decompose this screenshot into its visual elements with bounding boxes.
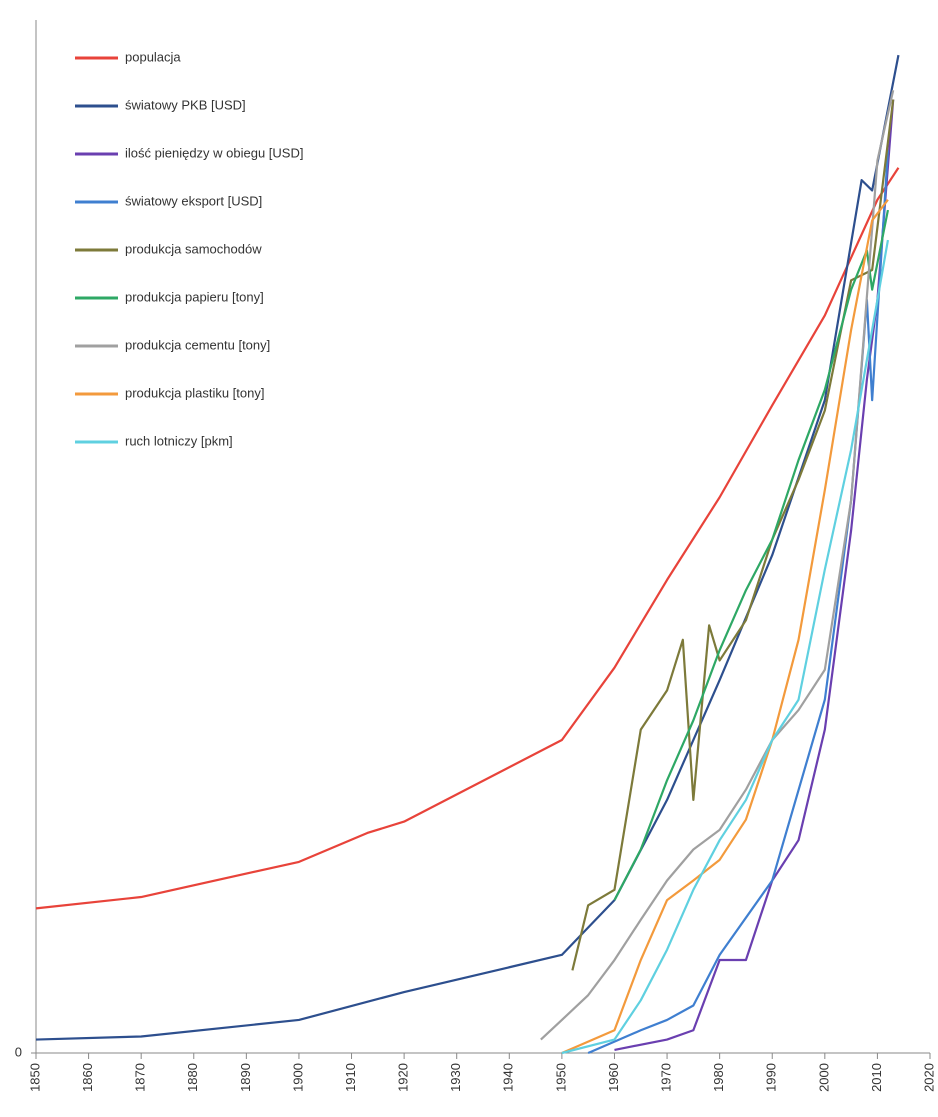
series-line <box>587 150 890 1055</box>
series-line <box>561 199 889 1055</box>
x-tick-label: 2010 <box>869 1063 884 1092</box>
series-line <box>614 99 895 1051</box>
x-tick-label: 2020 <box>921 1063 936 1092</box>
x-tick-label: 2000 <box>816 1063 831 1092</box>
series-line <box>571 99 895 971</box>
x-tick-label: 1900 <box>290 1063 305 1092</box>
series-line <box>35 54 900 1041</box>
x-tick-label: 1920 <box>396 1063 411 1092</box>
legend-label: produkcja cementu [tony] <box>125 337 270 352</box>
legend-label: ilość pieniędzy w obiegu [USD] <box>125 145 303 160</box>
series-line <box>561 239 890 1055</box>
x-tick-label: 1880 <box>185 1063 200 1092</box>
x-tick-label: 1910 <box>343 1063 358 1092</box>
x-tick-label: 1870 <box>133 1063 148 1092</box>
x-tick-label: 1990 <box>764 1063 779 1092</box>
series-line <box>35 167 900 910</box>
series-line <box>540 90 895 1041</box>
x-tick-label: 1950 <box>553 1063 568 1092</box>
x-tick-label: 1970 <box>658 1063 673 1092</box>
legend-label: produkcja samochodów <box>125 241 262 256</box>
legend-label: produkcja papieru [tony] <box>125 289 264 304</box>
x-tick-label: 1850 <box>27 1063 42 1092</box>
x-tick-label: 1940 <box>501 1063 516 1092</box>
x-tick-label: 1960 <box>606 1063 621 1092</box>
legend-label: światowy eksport [USD] <box>125 193 262 208</box>
x-tick-label: 1860 <box>80 1063 95 1092</box>
legend-label: produkcja plastiku [tony] <box>125 385 264 400</box>
x-tick-label: 1930 <box>448 1063 463 1092</box>
legend-label: populacja <box>125 49 181 64</box>
x-tick-label: 1890 <box>238 1063 253 1092</box>
y-tick-label: 0 <box>15 1044 22 1059</box>
x-tick-label: 1980 <box>711 1063 726 1092</box>
legend-label: światowy PKB [USD] <box>125 97 246 112</box>
legend-label: ruch lotniczy [pkm] <box>125 433 233 448</box>
